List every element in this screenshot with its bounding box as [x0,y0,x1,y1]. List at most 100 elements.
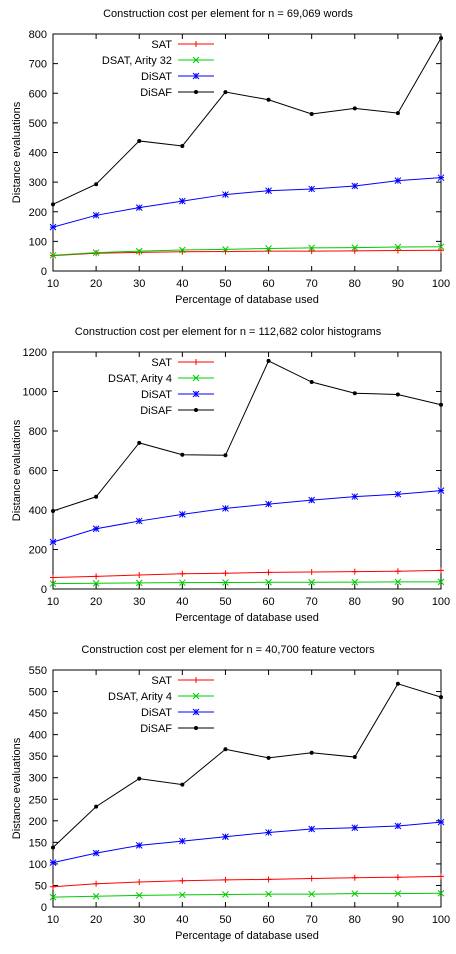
data-point [49,580,57,588]
x-tick-label: 10 [47,914,59,926]
data-point [351,578,359,586]
data-point [395,681,400,686]
data-point [265,829,272,836]
y-tick-label: 0 [41,584,47,596]
data-point [437,487,445,494]
series-0 [50,247,444,259]
x-tick-label: 60 [262,596,274,608]
y-tick-label: 400 [29,730,47,742]
data-point [222,833,229,841]
legend-label: SAT [151,39,172,51]
y-tick-label: 50 [35,880,47,892]
legend-label: DiSAF [140,723,172,735]
data-point [135,892,143,899]
legend-marker [192,390,200,398]
data-point [94,804,99,809]
x-tick-label: 60 [262,914,274,926]
series-line [52,875,442,888]
data-point [394,177,402,184]
data-point [178,510,186,518]
x-tick-label: 20 [90,278,102,290]
x-tick-label: 100 [432,596,450,608]
series-3 [51,358,443,513]
data-point [351,244,359,251]
data-point [49,223,57,231]
series-1 [49,243,445,259]
data-point [92,211,100,219]
x-tick-label: 70 [306,914,318,926]
y-tick-label: 300 [29,773,47,785]
x-axis-label: Percentage of database used [175,294,319,306]
data-point [437,818,445,826]
legend-label: SAT [151,357,172,369]
data-point [308,496,316,504]
legend-marker [193,677,199,683]
data-point [309,111,314,116]
data-point [136,249,143,256]
x-tick-label: 100 [432,278,450,290]
plot-frame [52,33,442,272]
data-point [222,891,229,898]
data-point [92,892,100,900]
y-tick-label: 100 [29,859,47,871]
data-point [394,490,402,498]
y-tick-label: 550 [29,665,47,677]
series-line [52,569,442,579]
x-tick-label: 40 [176,278,188,290]
data-point [439,695,443,700]
data-point [308,890,316,898]
data-point [49,893,57,901]
data-point [135,579,143,587]
series-line [52,821,442,864]
y-tick-label: 800 [29,426,47,438]
data-point [51,508,55,513]
data-point [394,874,401,881]
data-point [51,202,55,207]
data-point [266,97,271,102]
data-point [394,243,402,251]
data-point [265,245,272,252]
chart-color-histograms: Construction cost per element for n = 11… [0,318,456,636]
x-tick-label: 50 [219,278,231,290]
data-point [394,822,402,830]
data-point [49,538,57,546]
legend-label: DiSAT [141,707,172,719]
data-point [351,874,358,881]
series-line [52,892,442,898]
data-point [222,191,229,198]
legend-marker [193,359,199,365]
data-point [308,248,315,255]
data-point [437,174,445,182]
x-tick-label: 90 [392,914,404,926]
chart-color-histograms-plot: Construction cost per element for n = 11… [11,326,450,624]
data-point [352,106,357,111]
data-point [180,452,185,457]
data-point [92,525,100,533]
data-point [223,90,228,95]
y-axis-label: Distance evaluations [11,101,23,203]
data-point [265,500,272,508]
data-point [135,204,143,211]
data-point [309,380,314,385]
series-line [52,177,442,228]
y-tick-label: 500 [29,118,47,130]
data-point [265,569,272,576]
chart-title: Construction cost per element for n = 69… [103,8,353,20]
data-point [222,246,229,253]
y-tick-label: 600 [29,466,47,478]
data-point [394,247,401,254]
data-point [308,244,316,252]
data-point [93,573,100,580]
legend-label: DiSAF [140,87,172,99]
data-point [51,845,55,850]
y-tick-label: 500 [29,687,47,699]
chart-title: Construction cost per element for n = 40… [81,644,375,656]
data-point [137,440,142,445]
data-point [351,493,359,500]
series-1 [49,578,445,588]
legend-label: DSAT, Arity 4 [108,373,172,385]
data-point [308,569,315,576]
y-tick-label: 800 [29,29,47,41]
x-axis-label: Percentage of database used [175,612,319,624]
data-point [351,568,358,575]
